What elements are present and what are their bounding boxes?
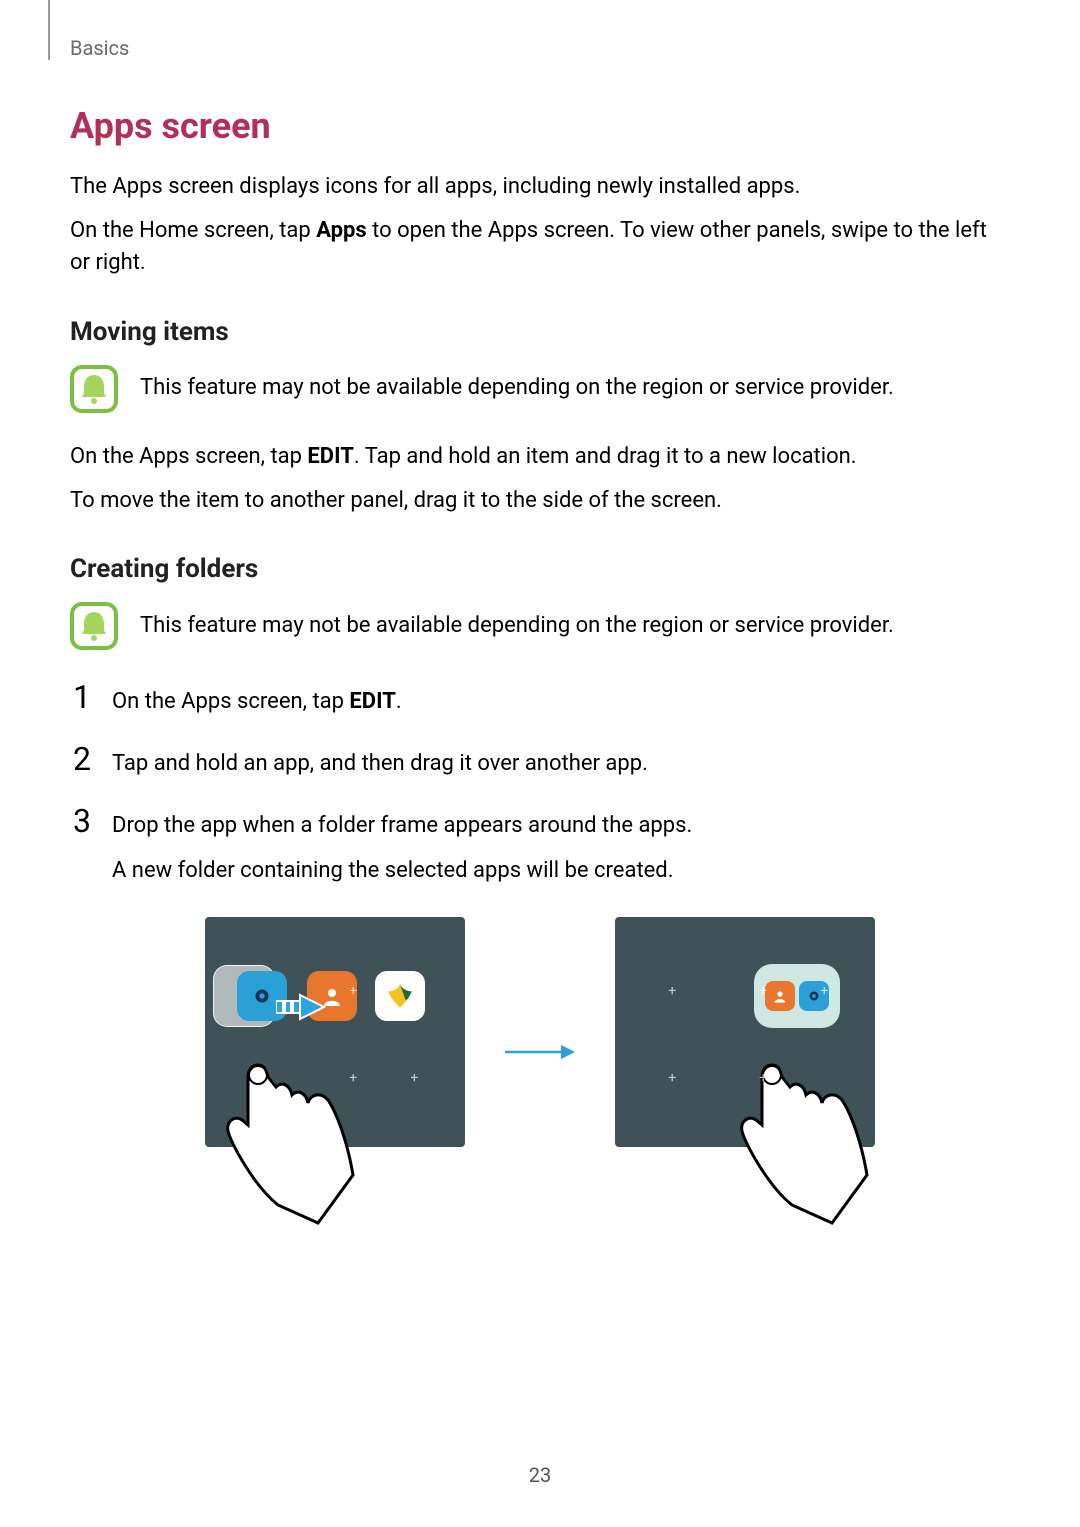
moving-p2: To move the item to another panel, drag …	[70, 485, 1010, 517]
step-number: 2	[70, 740, 94, 778]
text: . Tap and hold an item and drag it to a …	[354, 444, 857, 469]
drag-arrow-icon	[276, 993, 326, 1025]
figure-panel-after: + + + + +	[615, 917, 875, 1147]
page-number: 23	[0, 1463, 1080, 1487]
step-text: Drop the app when a folder frame appears…	[112, 809, 692, 842]
grid-plus-icon: +	[668, 983, 676, 999]
bell-note-icon	[70, 365, 118, 413]
intro-paragraph-1: The Apps screen displays icons for all a…	[70, 171, 1010, 203]
edit-keyword: EDIT	[307, 444, 353, 469]
note-folders: This feature may not be available depend…	[70, 602, 1010, 650]
header-divider	[48, 0, 50, 60]
grid-plus-icon: +	[410, 983, 418, 999]
figure-panel-before: + + + +	[205, 917, 465, 1147]
edit-keyword: EDIT	[349, 689, 395, 714]
grid-plus-icon: +	[349, 983, 357, 999]
breadcrumb: Basics	[70, 36, 129, 60]
step-number: 1	[70, 678, 94, 716]
text: On the Home screen, tap	[70, 218, 316, 243]
step-number: 3	[70, 802, 94, 840]
intro-paragraph-2: On the Home screen, tap Apps to open the…	[70, 215, 1010, 279]
step-3-sub: A new folder containing the selected app…	[112, 854, 1010, 887]
grid-plus-icon: +	[820, 983, 828, 999]
grid-plus-icon: +	[668, 1070, 676, 1086]
heading-creating-folders: Creating folders	[70, 554, 1010, 584]
step-2: 2 Tap and hold an app, and then drag it …	[70, 740, 1010, 780]
text: On the Apps screen, tap	[70, 444, 307, 469]
arrow-right-icon	[505, 1042, 575, 1062]
page-content: Apps screen The Apps screen displays ico…	[70, 105, 1010, 1147]
grid-plus-icon: +	[759, 983, 767, 999]
bell-note-icon	[70, 602, 118, 650]
heading-moving-items: Moving items	[70, 317, 1010, 347]
hand-pointer-icon	[218, 1055, 358, 1225]
text: On the Apps screen, tap	[112, 689, 349, 714]
step-1: 1 On the Apps screen, tap EDIT.	[70, 678, 1010, 718]
apps-keyword: Apps	[316, 218, 366, 243]
transition-arrow	[505, 917, 575, 1147]
note-text: This feature may not be available depend…	[140, 373, 894, 404]
contacts-app-icon	[765, 981, 795, 1011]
folder-creation-figure: + + + + + + + + +	[70, 917, 1010, 1147]
grid-plus-icon: +	[410, 1070, 418, 1086]
grid-plus-icon: +	[759, 1070, 767, 1086]
text: .	[396, 689, 402, 714]
step-text: Tap and hold an app, and then drag it ov…	[112, 747, 648, 780]
hand-pointer-icon	[732, 1055, 872, 1225]
note-text: This feature may not be available depend…	[140, 611, 894, 642]
moving-p1: On the Apps screen, tap EDIT. Tap and ho…	[70, 441, 1010, 473]
grid-plus-icon: +	[349, 1070, 357, 1086]
moving-instructions: On the Apps screen, tap EDIT. Tap and ho…	[70, 441, 1010, 517]
step-text: On the Apps screen, tap EDIT.	[112, 685, 402, 718]
note-moving: This feature may not be available depend…	[70, 365, 1010, 413]
step-3: 3 Drop the app when a folder frame appea…	[70, 802, 1010, 842]
heading-apps-screen: Apps screen	[70, 105, 1010, 147]
